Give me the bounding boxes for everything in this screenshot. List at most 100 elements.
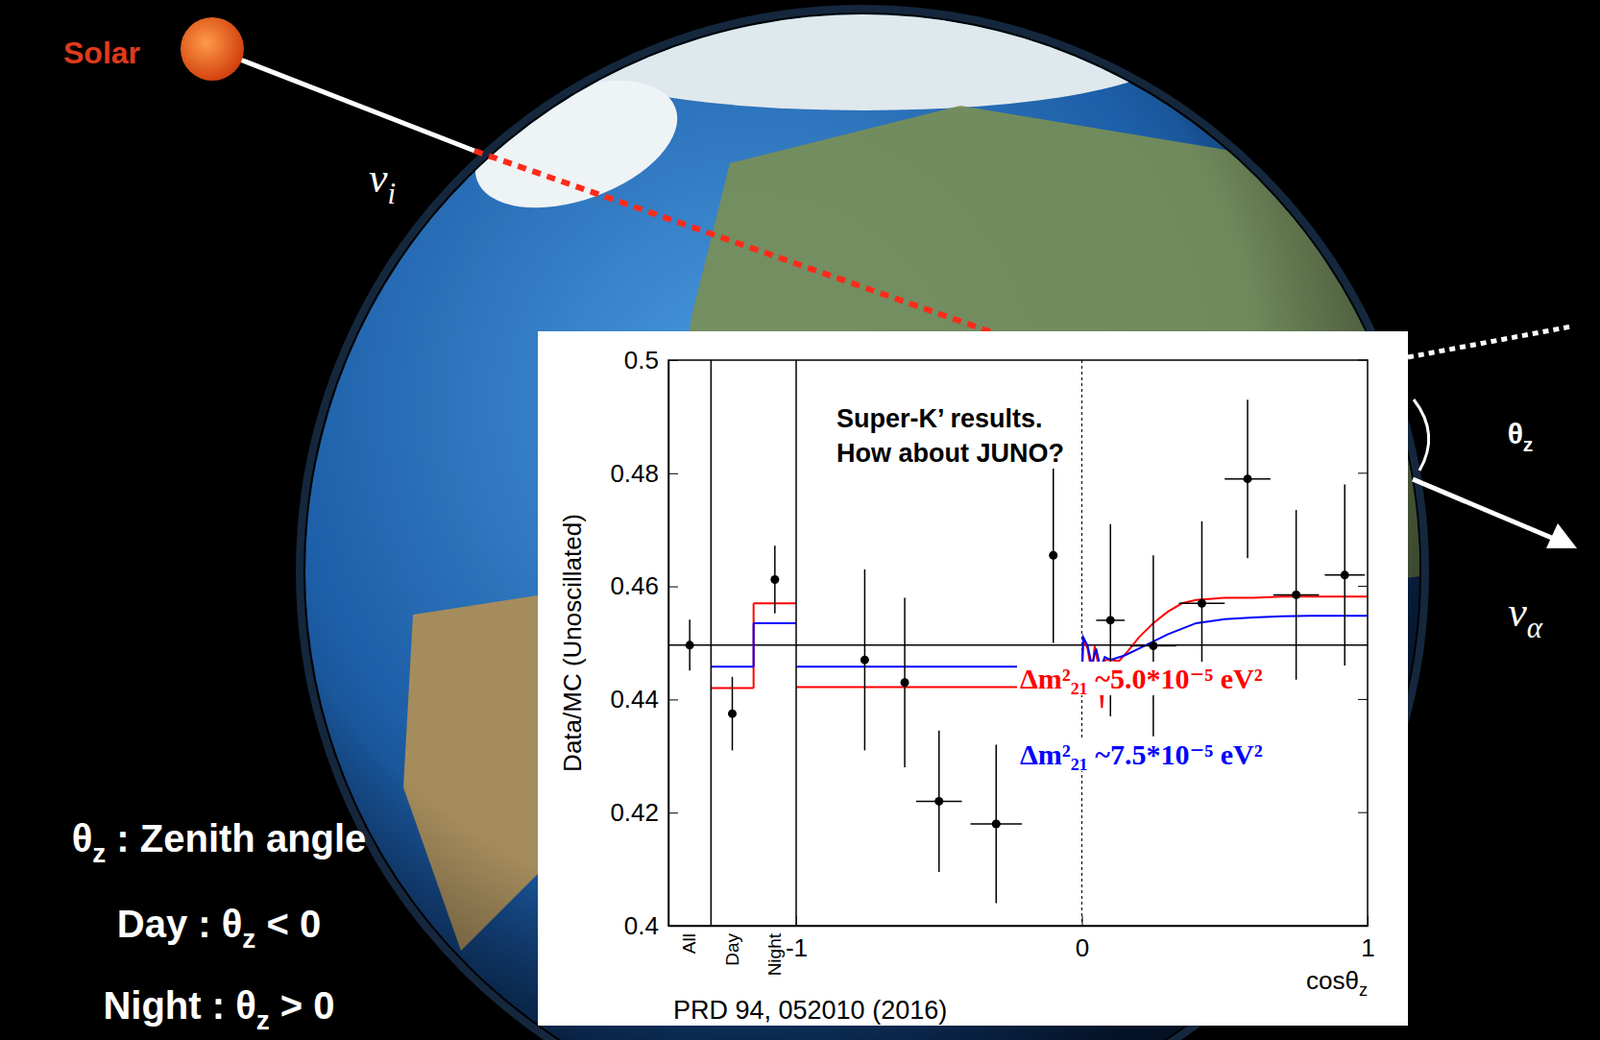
model-curve [796, 615, 1368, 669]
model-curve [796, 596, 1368, 708]
definition-text: θz : Zenith angle [72, 817, 367, 869]
category-axis: All Day Night [669, 925, 798, 976]
tick-mark [1082, 916, 1084, 926]
data-point [860, 655, 870, 665]
ocean [305, 14, 1420, 1040]
tick-mark [668, 812, 679, 814]
incoming-neutrino-label: νi [368, 154, 396, 211]
data-point [900, 678, 910, 687]
tick: 0.5 [624, 345, 679, 375]
tick: 0.46 [609, 571, 679, 601]
data-point [1243, 474, 1253, 484]
tick-label: 0 [1075, 933, 1090, 963]
tick-label: 0.4 [624, 911, 659, 941]
tick-mark [668, 699, 679, 701]
series-label-group: Δm²₂₁ ~5.0*10⁻⁵ eV² [1017, 661, 1266, 696]
neutrino-path-earth [474, 150, 1006, 338]
tick-mark [668, 586, 679, 588]
text-part: θ [1507, 417, 1524, 450]
tick-mark [1357, 472, 1368, 474]
label-patch [833, 437, 1067, 469]
tick-mark [1357, 812, 1368, 814]
plot-area-zenith [796, 360, 1368, 926]
data-point [992, 819, 1001, 828]
y-axis: 0.4 0.42 0.44 0.46 0.48 0.5 [609, 345, 679, 941]
tick: 1 [1360, 916, 1375, 963]
sun [180, 17, 244, 81]
chart-texts: Super-K’ results. How about JUNO? Δm²₂₁ ~5… [833, 403, 1266, 772]
tick-label: 0.44 [609, 684, 659, 714]
tick: -1 [785, 916, 808, 963]
tick-mark [796, 916, 798, 926]
subscript: z [256, 1005, 270, 1036]
annotation-group: How about JUNO? [833, 437, 1067, 469]
text-part: Day : θ [117, 902, 243, 946]
tick: Day [722, 925, 743, 967]
subscript: α [1527, 611, 1544, 645]
data-point [934, 797, 944, 806]
category-label: Night [764, 932, 785, 976]
earth [299, 0, 1426, 1040]
atmosphere [299, 8, 1426, 1040]
tick-mark [1367, 916, 1369, 926]
angle-label: θz [1507, 417, 1534, 456]
night-shade [305, 14, 1420, 1040]
category-label: All [678, 933, 700, 954]
tick-label: 0.46 [609, 571, 659, 601]
step-riser [752, 603, 755, 688]
plot-area-day-night [685, 545, 797, 751]
text-part: < 0 [255, 902, 321, 946]
tick: Night [764, 925, 785, 976]
data-point [1048, 551, 1058, 560]
data-point [1291, 590, 1301, 600]
panel-separator [710, 360, 713, 926]
subscript: i [387, 177, 396, 211]
tick: 0.48 [609, 459, 679, 488]
tick-label: -1 [785, 933, 808, 963]
reference-group [668, 644, 1368, 646]
arrow-head [1546, 523, 1577, 549]
angle-arc [1413, 399, 1430, 471]
text-part: θ [72, 817, 94, 860]
plot-frame [668, 360, 1368, 926]
sun-label: Solar [63, 35, 141, 71]
text-part: cosθ [1306, 966, 1359, 995]
series-label: Δm²₂₁ ~7.5*10⁻⁵ eV² [1019, 738, 1263, 771]
step-riser [752, 623, 755, 667]
tick: All [678, 925, 700, 954]
definition-text: Night : θz > 0 [102, 984, 335, 1036]
zenith-direction [1407, 326, 1572, 358]
tick-mark [1357, 585, 1368, 587]
subscript: z [242, 923, 256, 954]
data-point [685, 640, 695, 650]
series-label-group: Δm²₂₁ ~7.5*10⁻⁵ eV² [1017, 737, 1266, 772]
axis-line [668, 361, 671, 927]
chart-inset: 0.4 0.42 0.44 0.46 0.48 0.5 All Day Night-1 0 1 Dat… [537, 331, 1408, 1026]
data-point [770, 575, 779, 584]
text-part: > 0 [269, 984, 336, 1027]
category-label: Day [722, 933, 743, 967]
tick: 0.44 [609, 684, 679, 714]
label-patch [833, 403, 1046, 435]
tick: 0.42 [609, 798, 679, 827]
neutrino-direction [1412, 479, 1554, 539]
tick-mark [1357, 360, 1368, 362]
y-axis-title: Data/MC (Unoscillated) [557, 513, 587, 773]
outgoing-neutrino-label: να [1507, 588, 1544, 645]
annotation-group: Super-K’ results. [833, 403, 1046, 435]
data-point [1197, 599, 1207, 608]
label-patch [1017, 661, 1266, 696]
x-axis-title: cosθz [1306, 966, 1368, 1000]
tick-mark [668, 360, 679, 362]
annotation: How about JUNO? [836, 438, 1065, 468]
subscript: z [1523, 433, 1534, 456]
text-part: ν [368, 154, 388, 202]
data-point [1340, 570, 1350, 580]
text-part: Night : θ [102, 984, 256, 1027]
series-label: Δm²₂₁ ~5.0*10⁻⁵ eV² [1019, 662, 1263, 695]
data-point [1106, 615, 1116, 625]
data-point [727, 709, 737, 719]
slide: Solarνiθzναθz : Zenith angleDay : θz < 0… [0, 0, 1600, 1040]
annotation: Super-K’ results. [836, 404, 1043, 434]
tick-label: 0.42 [609, 798, 659, 827]
